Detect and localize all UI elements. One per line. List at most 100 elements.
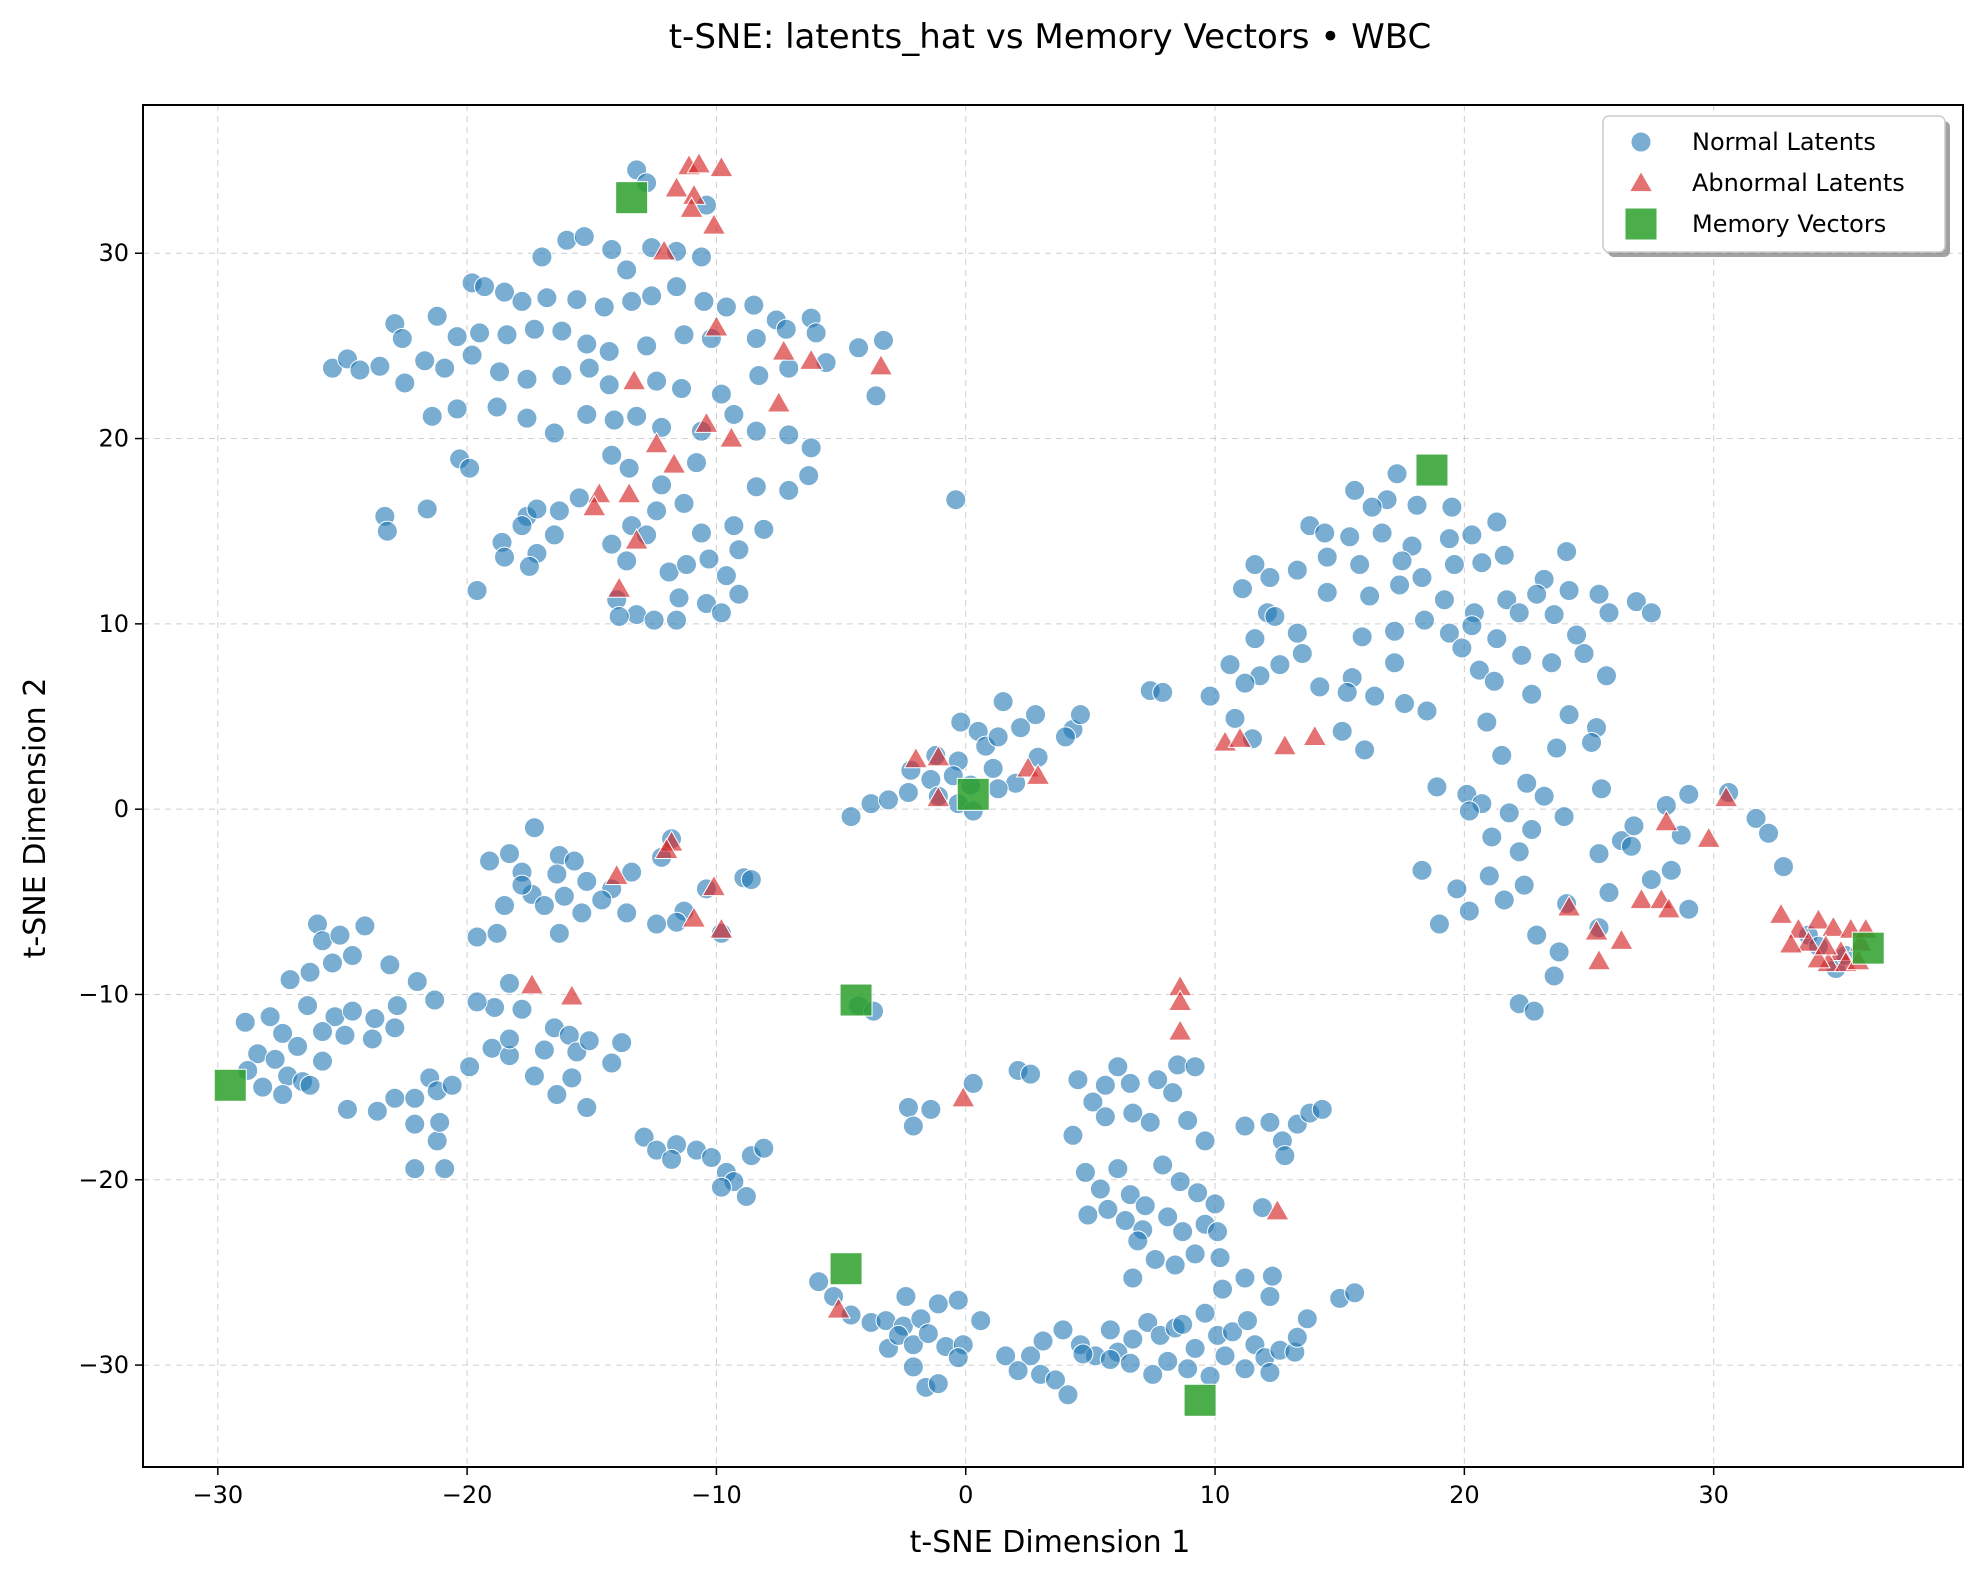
normal-latent-point [745, 476, 767, 498]
normal-latent-point [461, 344, 483, 366]
normal-latent-point [369, 355, 391, 377]
y-tick-label: −10 [78, 980, 129, 1008]
normal-latent-point [1590, 778, 1612, 800]
normal-latent-point [1478, 865, 1500, 887]
legend-marker-triangle [1628, 170, 1654, 193]
normal-latent-point [1521, 819, 1543, 841]
data-points [213, 151, 1885, 1417]
normal-latent-point [426, 305, 448, 327]
normal-latent-point [536, 287, 558, 309]
abnormal-latent-point [1653, 809, 1679, 832]
normal-latent-point [336, 1098, 358, 1120]
memory-vector-point [829, 1252, 863, 1286]
normal-latent-point [740, 869, 762, 891]
abnormal-latent-point [771, 338, 797, 361]
normal-latent-point [1074, 1161, 1096, 1183]
abnormal-latent-point [644, 431, 669, 454]
normal-latent-point [1546, 737, 1568, 759]
normal-latent-point [840, 806, 862, 828]
normal-latent-point [646, 500, 668, 522]
normal-latent-point [548, 922, 570, 944]
normal-latent-point [578, 1030, 600, 1052]
normal-latent-point [970, 1310, 992, 1332]
normal-latent-point [523, 1065, 545, 1087]
normal-latent-point [494, 895, 516, 917]
abnormal-latent-point [903, 746, 929, 769]
normal-latent-point [1508, 602, 1530, 624]
normal-latent-point [668, 587, 690, 609]
normal-latent-point [1194, 1302, 1216, 1324]
normal-latent-point [1072, 1343, 1094, 1365]
normal-latent-point [1099, 1319, 1121, 1341]
normal-latent-point [651, 416, 673, 438]
normal-latent-point [1259, 1286, 1281, 1308]
normal-latent-point [950, 711, 972, 733]
normal-latent-point [1147, 1069, 1169, 1091]
normal-latent-point [1069, 704, 1091, 726]
normal-latent-point [1461, 524, 1483, 546]
normal-latent-point [312, 1021, 334, 1043]
normal-latent-point [486, 922, 508, 944]
abnormal-latent-point [1796, 930, 1821, 952]
abnormal-latent-point [826, 1296, 851, 1319]
normal-latent-point [1508, 841, 1530, 863]
normal-latent-point [496, 324, 518, 346]
normal-latent-point [576, 870, 598, 892]
memory-vector-point [1183, 1383, 1217, 1417]
abnormal-latent-point [704, 314, 729, 337]
normal-latent-point [1157, 1350, 1179, 1372]
normal-latent-point [1286, 1326, 1308, 1348]
normal-latent-point [466, 580, 488, 602]
plot-frame [142, 104, 1964, 1468]
normal-latent-point [1516, 772, 1538, 794]
normal-latent-point [1339, 526, 1361, 548]
normal-latent-point [404, 1087, 426, 1109]
x-tick-label: −30 [192, 1481, 243, 1509]
normal-latent-point [349, 359, 371, 381]
abnormal-latent-point [1806, 946, 1831, 969]
normal-latent-point [666, 609, 688, 631]
normal-latent-point [1261, 1265, 1283, 1287]
normal-latent-point [426, 1130, 448, 1152]
normal-latent-point [1219, 654, 1241, 676]
normal-latent-point [259, 1006, 281, 1028]
normal-latent-point [685, 452, 707, 474]
normal-latent-point [616, 259, 638, 281]
abnormal-latent-point [1813, 933, 1839, 956]
normal-latent-point [1144, 1248, 1166, 1270]
normal-latent-point [1486, 511, 1508, 533]
normal-latent-point [987, 726, 1009, 748]
normal-latent-point [641, 285, 663, 307]
normal-latent-point [466, 926, 488, 948]
normal-latent-point [1351, 626, 1373, 648]
abnormal-latent-point [701, 212, 727, 235]
memory-vector-point [213, 1068, 247, 1102]
abnormal-latent-point [766, 390, 792, 413]
memory-vector-point [956, 777, 990, 811]
normal-latent-point [1526, 924, 1548, 946]
normal-latent-point [1020, 1063, 1042, 1085]
normal-latent-point [553, 885, 575, 907]
series-circle [234, 159, 1857, 1406]
normal-latent-point [563, 850, 585, 872]
normal-latent-point [666, 911, 688, 933]
normal-latent-point [1428, 913, 1450, 935]
normal-latent-point [616, 550, 638, 572]
normal-latent-point [1099, 1349, 1121, 1371]
normal-latent-point [511, 515, 533, 537]
normal-latent-point [728, 539, 750, 561]
normal-latent-point [1259, 1111, 1281, 1133]
normal-latent-point [1384, 620, 1406, 642]
normal-latent-point [920, 1098, 942, 1120]
normal-latent-point [441, 1074, 463, 1096]
normal-latent-point [710, 383, 732, 405]
normal-latent-point [1511, 644, 1533, 666]
normal-latent-point [1349, 554, 1371, 576]
normal-latent-point [1142, 1363, 1164, 1385]
normal-latent-point [1172, 1221, 1194, 1243]
normal-latent-point [446, 326, 468, 348]
normal-latent-point [1433, 589, 1455, 611]
abnormal-latent-point [1806, 907, 1831, 930]
normal-latent-point [1468, 659, 1490, 681]
normal-latent-point [666, 276, 688, 298]
